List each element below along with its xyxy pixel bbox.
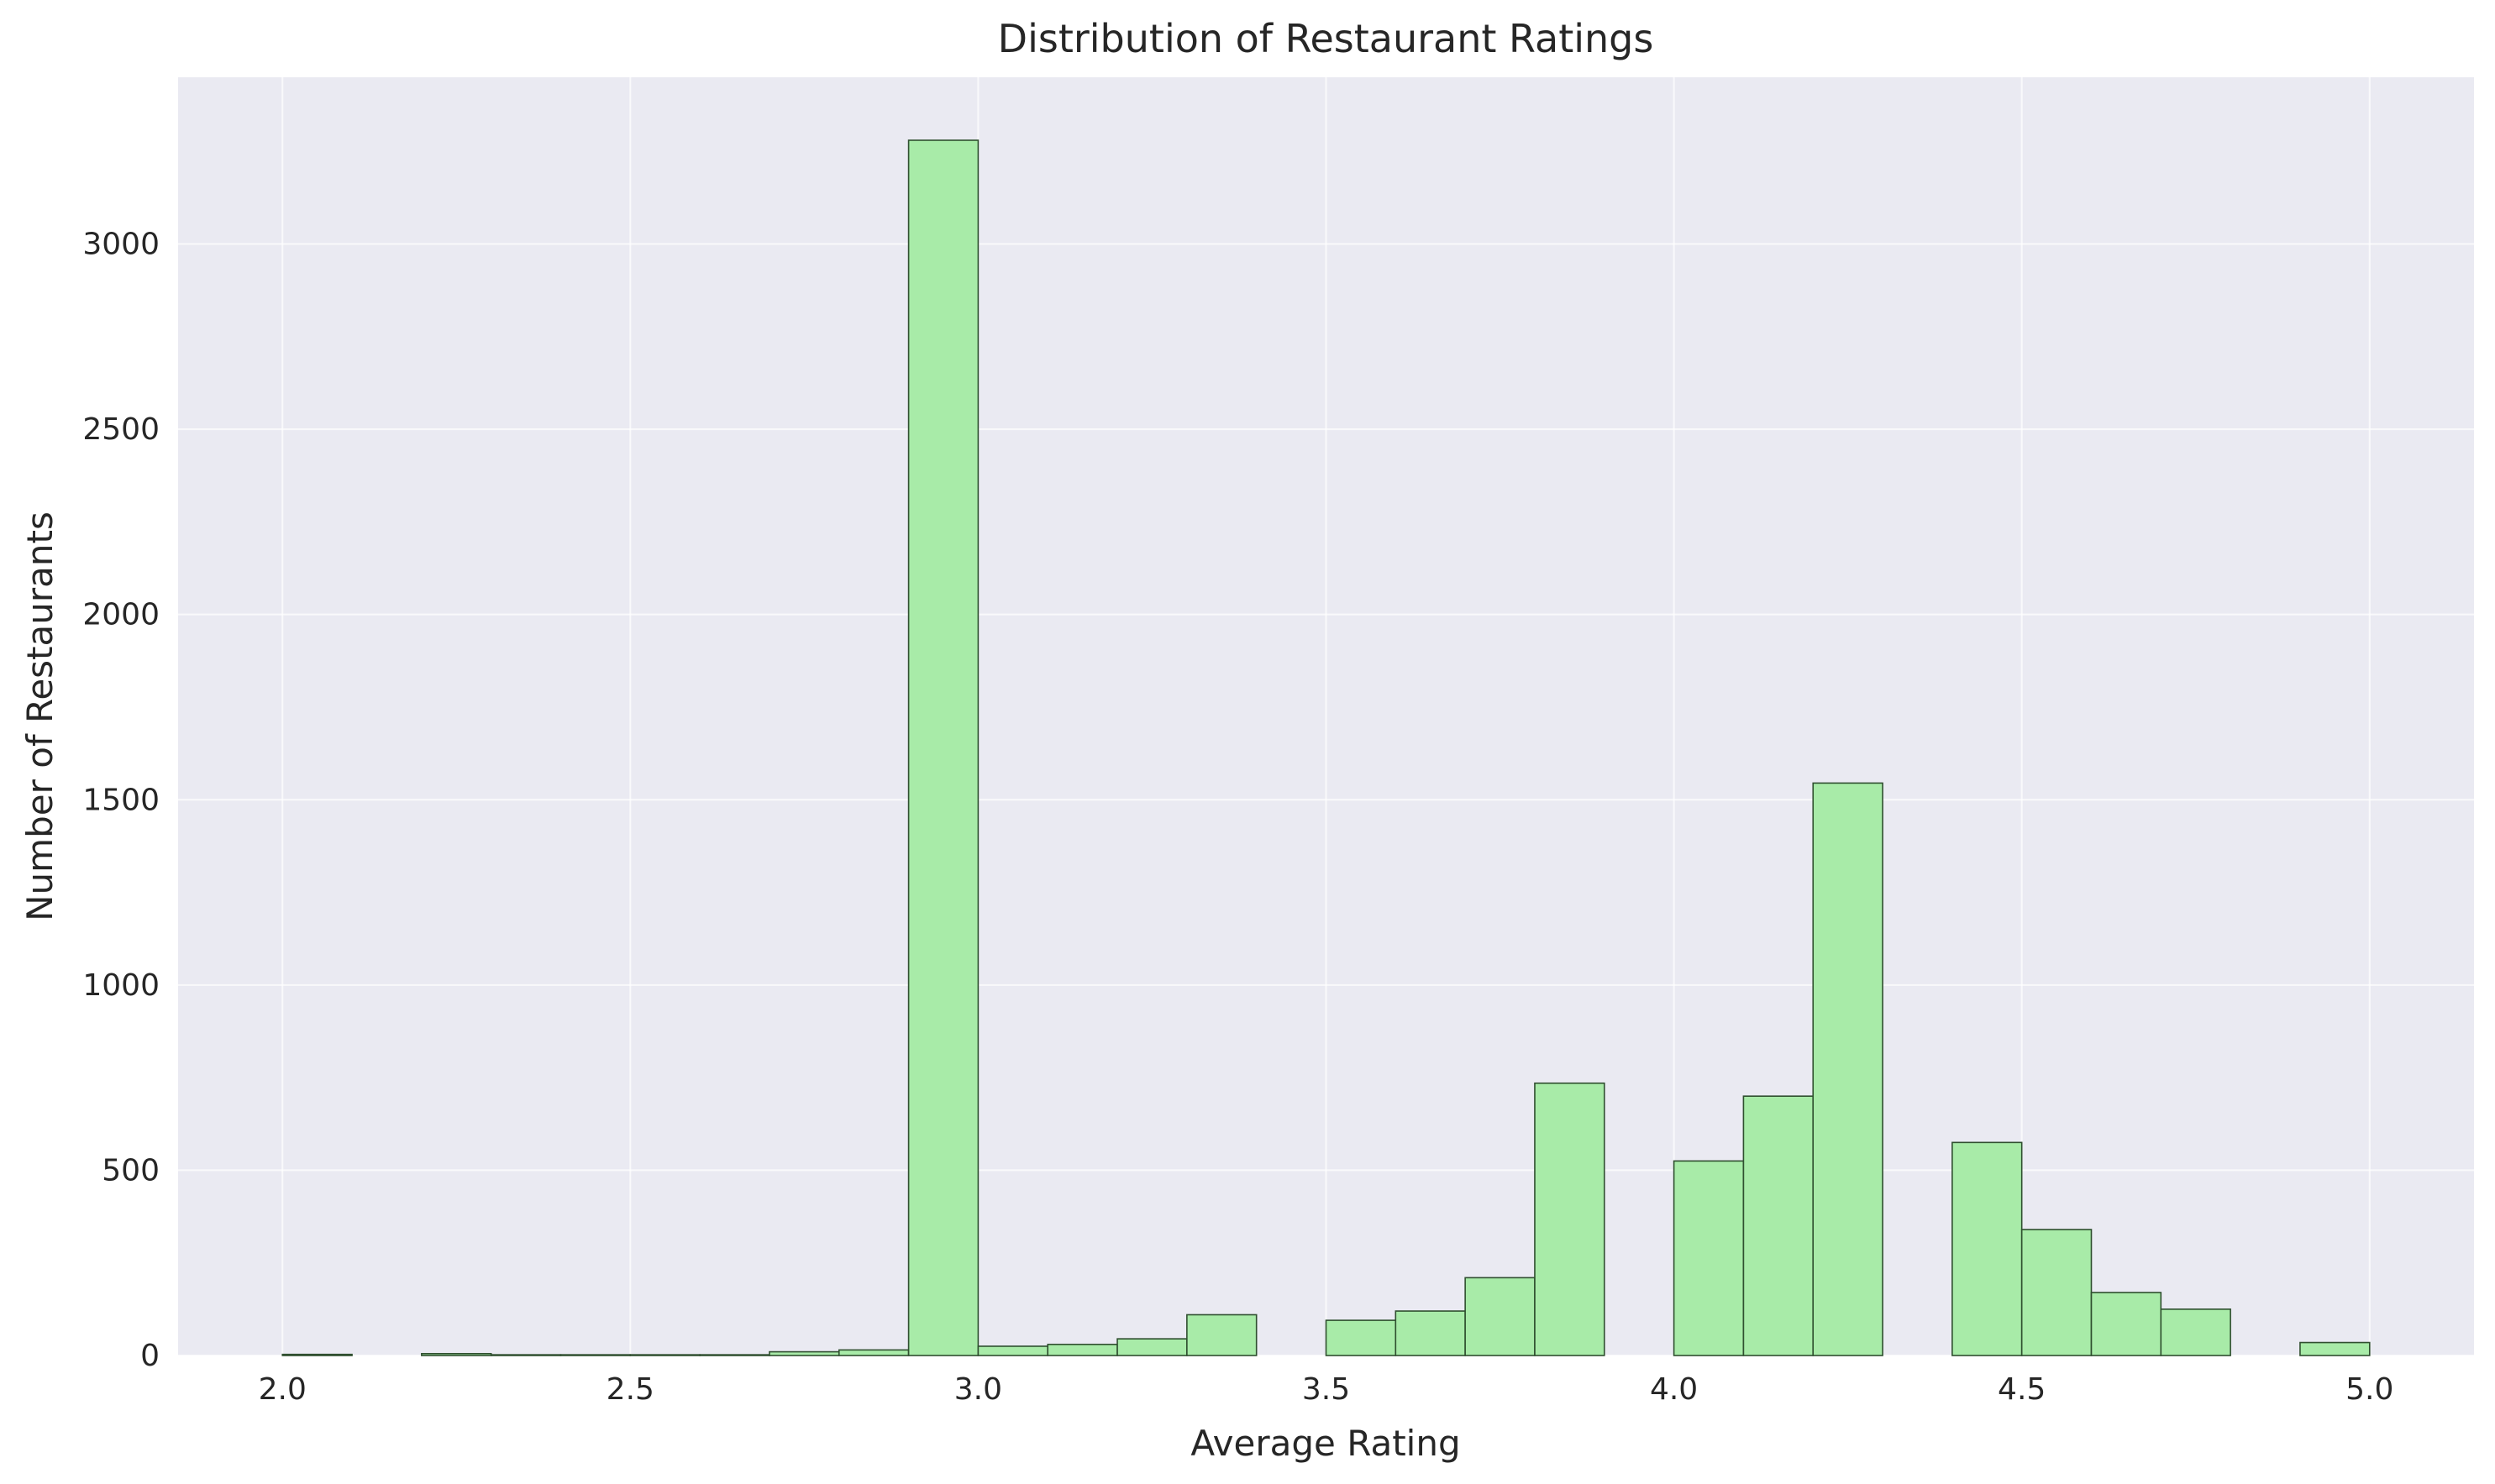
histogram-bar — [1742, 1095, 1815, 1356]
histogram-bar — [559, 1354, 632, 1356]
histogram-bar — [1673, 1160, 1745, 1356]
y-tick-label: 1000 — [82, 968, 160, 1003]
histogram-bar — [1116, 1338, 1188, 1356]
histogram-bar — [769, 1350, 840, 1356]
x-tick-label: 3.5 — [1302, 1372, 1350, 1407]
y-axis-label: Number of Restaurants — [19, 511, 60, 921]
histogram-bar — [1186, 1314, 1258, 1356]
histogram-bar — [838, 1349, 910, 1356]
x-tick-label: 2.5 — [607, 1372, 654, 1407]
histogram-bar — [1812, 782, 1883, 1356]
histogram-bar — [1534, 1082, 1605, 1356]
y-tick-label: 0 — [140, 1339, 160, 1373]
y-tick-label: 2500 — [82, 412, 160, 447]
histogram-bar — [1395, 1310, 1466, 1356]
y-tick-labels: 0 500 1000 1500 2000 2500 3000 — [82, 228, 160, 1373]
y-tick-label: 2000 — [82, 598, 160, 632]
x-tick-label: 4.0 — [1650, 1372, 1698, 1407]
x-tick-label: 4.5 — [1998, 1372, 2046, 1407]
histogram-bar — [1047, 1343, 1118, 1356]
histogram-bar — [1951, 1141, 2023, 1356]
x-axis-label: Average Rating — [1190, 1423, 1460, 1464]
histogram-bar — [1464, 1277, 1536, 1356]
bars — [281, 139, 2371, 1356]
histogram-bar — [977, 1345, 1049, 1356]
x-tick-label: 3.0 — [954, 1372, 1002, 1407]
chart-title: Distribution of Restaurant Ratings — [998, 16, 1654, 61]
histogram-bar — [281, 1353, 353, 1356]
y-tick-label: 500 — [102, 1153, 160, 1188]
y-tick-label: 3000 — [82, 228, 160, 262]
y-tick-label: 1500 — [82, 783, 160, 817]
histogram-bar — [907, 139, 980, 1356]
histogram-bar — [2020, 1229, 2093, 1356]
histogram-bar — [2299, 1341, 2371, 1356]
histogram-bar — [421, 1352, 492, 1356]
x-tick-label: 2.0 — [259, 1372, 307, 1407]
histogram-bar — [490, 1354, 562, 1356]
histogram-bar — [629, 1354, 701, 1356]
histogram-bar — [2160, 1308, 2231, 1356]
histogram-bar — [2090, 1292, 2162, 1356]
x-tick-labels: 2.0 2.5 3.0 3.5 4.0 4.5 5.0 — [259, 1372, 2394, 1407]
x-tick-label: 5.0 — [2345, 1372, 2393, 1407]
histogram-bar — [699, 1354, 770, 1356]
histogram-bar — [1325, 1319, 1397, 1356]
